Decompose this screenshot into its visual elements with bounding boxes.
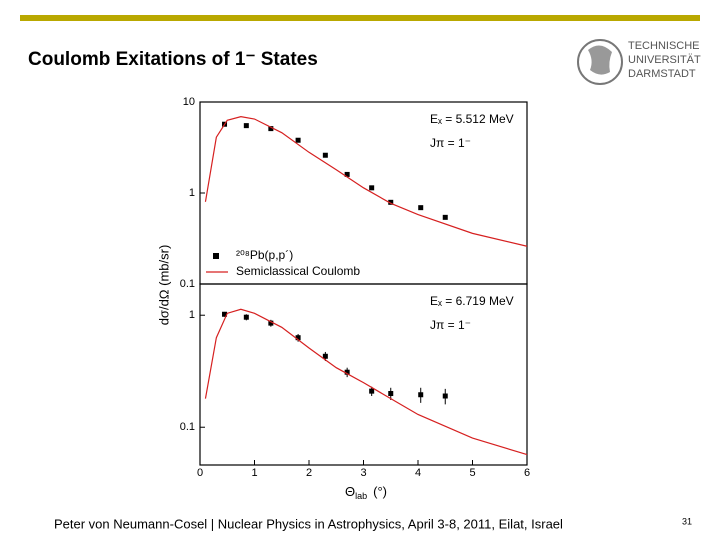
page-number: 31 <box>682 516 692 526</box>
logo-text: DARMSTADT <box>628 68 696 80</box>
annotation: Jπ = 1⁻ <box>430 318 471 332</box>
data-point <box>344 369 350 375</box>
y-axis-label: dσ/dΩ (mb/sr) <box>156 245 171 326</box>
x-tick-label: 2 <box>306 467 312 479</box>
x-axis-label-part: (°) <box>373 484 387 499</box>
x-tick-label: 4 <box>415 467 421 479</box>
header-bar <box>20 15 700 21</box>
legend-marker <box>213 253 219 259</box>
curve <box>204 116 528 247</box>
curve <box>204 308 528 456</box>
data-point <box>243 123 249 129</box>
data-point <box>322 353 328 359</box>
data-point <box>322 152 328 158</box>
data-point <box>268 126 274 132</box>
data-point <box>442 393 448 399</box>
data-point <box>418 205 424 211</box>
y-tick-label: 10 <box>183 96 195 108</box>
x-tick-label: 0 <box>197 467 203 479</box>
x-tick-label: 6 <box>524 467 530 479</box>
data-point <box>442 214 448 220</box>
x-tick-label: 1 <box>251 467 257 479</box>
logo-emblem <box>588 45 612 75</box>
data-point <box>344 171 350 177</box>
data-point <box>295 335 301 341</box>
data-point <box>369 388 375 394</box>
y-tick-label: 1 <box>189 309 195 321</box>
data-point <box>243 314 249 320</box>
annotation: Eₓ = 6.719 MeV <box>430 294 514 308</box>
slide-title: Coulomb Exitations of 1⁻ States <box>28 49 318 70</box>
x-axis-label-part: Θ <box>345 484 355 499</box>
x-axis-label-part: lab <box>355 491 367 501</box>
data-point <box>295 137 301 143</box>
annotation: Eₓ = 5.512 MeV <box>430 112 514 126</box>
x-axis-label: Θlab (°) <box>345 484 387 501</box>
x-tick-label: 5 <box>469 467 475 479</box>
annotation: Jπ = 1⁻ <box>430 136 471 150</box>
data-point <box>418 392 424 398</box>
data-point <box>268 320 274 326</box>
data-point <box>369 185 375 191</box>
footer: Peter von Neumann-Cosel | Nuclear Physic… <box>54 516 563 531</box>
legend-label: ²⁰⁸Pb(p,p´) <box>236 248 293 262</box>
data-point <box>388 199 394 205</box>
y-tick-label: 1 <box>189 187 195 199</box>
legend-label: Semiclassical Coulomb <box>236 264 360 278</box>
data-point <box>388 391 394 397</box>
logo-text: UNIVERSITÄT <box>628 54 701 66</box>
logo-text: TECHNISCHE <box>628 40 700 52</box>
y-tick-label: 0.1 <box>180 278 195 290</box>
data-point <box>222 311 228 317</box>
x-tick-label: 3 <box>360 467 366 479</box>
y-tick-label: 0.1 <box>180 421 195 433</box>
